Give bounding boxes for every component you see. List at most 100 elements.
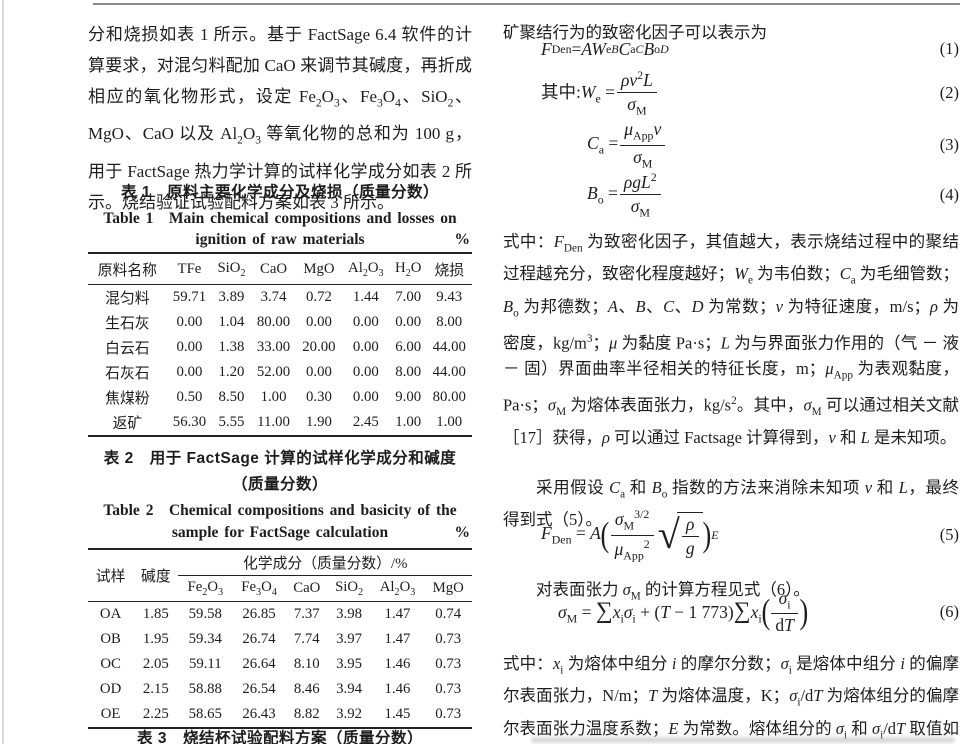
cell: 3.95 <box>336 656 363 672</box>
close-paren: ) <box>799 592 809 631</box>
cell: 0.00 <box>305 314 332 330</box>
cell: 1.90 <box>305 414 332 430</box>
radical-sign: √ <box>657 511 680 557</box>
cell: 0.00 <box>352 339 379 355</box>
cell: 52.00 <box>256 364 291 380</box>
column-header: 原料名称 <box>88 253 167 285</box>
column-header: CaO <box>250 253 297 285</box>
fraction: ρv2L σM <box>616 68 657 118</box>
cell: 9.43 <box>436 289 463 305</box>
scan-edge-line <box>2 0 4 744</box>
cell: 9.00 <box>395 389 422 405</box>
surface-tension-sentence: 对表面张力 σM 的计算方程见式（6）。 <box>536 579 810 602</box>
cell: 80.00 <box>256 314 291 330</box>
table1-unit: % <box>454 231 471 248</box>
cell: 1.00 <box>436 414 463 430</box>
symbol-definitions-paragraph: 式中：FDen 为致密化因子，其值越大，表示烧结过程中的聚结过程越充分，致密化程… <box>503 231 960 447</box>
column-header: SiO2 <box>327 575 371 602</box>
column-header: 试样 <box>88 549 134 602</box>
cell: 7.00 <box>395 289 422 305</box>
cell: 5.55 <box>218 414 245 430</box>
cell: 8.00 <box>395 364 422 380</box>
fraction: μAppv σM <box>620 119 666 171</box>
table-row: 白云石 0.00 1.38 33.00 20.00 0.00 6.00 44.0… <box>88 335 472 360</box>
table-row: 石灰石 0.00 1.20 52.00 0.00 0.00 8.00 44.00 <box>88 360 472 385</box>
cell: 2.25 <box>142 706 169 722</box>
cell: 44.00 <box>432 339 466 355</box>
cell: 0.00 <box>352 364 379 380</box>
lead-sentence: 矿聚结行为的致密化因子可以表示为 <box>503 22 767 42</box>
cell: 3.94 <box>336 681 363 697</box>
cell: 3.74 <box>260 289 287 305</box>
intro-paragraph: 分和烧损如表 1 所示。基于 FactSage 6.4 软件的计算要求，对混匀料… <box>88 25 473 212</box>
column-header: H2O <box>389 253 427 285</box>
cell: 白云石 <box>105 341 150 357</box>
cell: OA <box>99 606 122 622</box>
fraction: σM3/2 μApp2 <box>610 507 654 563</box>
cell: 0.00 <box>176 339 203 355</box>
cell: 59.71 <box>172 289 207 305</box>
cell: 80.00 <box>432 389 466 405</box>
cell: 返矿 <box>112 416 143 432</box>
cell: 1.04 <box>218 314 245 330</box>
table-1: 原料名称 TFe SiO2 CaO MgO Al2O3 H2O 烧损 混匀料 5… <box>88 252 472 437</box>
table2-caption-en-line2: sample for FactSage calculation % <box>171 524 470 541</box>
table-row: 混匀料 59.71 3.89 3.74 0.72 1.44 7.00 9.43 <box>88 285 472 311</box>
open-paren: ( <box>761 592 770 631</box>
column-header: MgO <box>296 253 342 285</box>
equation-6: σM = ∑xiσi + (T − 1 773)∑xi ( σi dT ) (6… <box>558 587 959 637</box>
column-header: 碱度 <box>133 549 179 602</box>
cell: 20.00 <box>302 339 336 355</box>
equation-number: (1) <box>939 39 959 58</box>
equation-number: (2) <box>939 83 959 102</box>
equation-number: (6) <box>939 602 959 621</box>
cell: 混匀料 <box>105 291 150 307</box>
table3-caption-zh: 表 3 烧结杯试验配料方案（质量分数） <box>137 730 423 744</box>
cell: 1.20 <box>218 364 245 380</box>
column-group-header: 化学成分（质量分数）/% <box>178 549 472 576</box>
cell: 0.50 <box>176 389 203 405</box>
fraction: σi dT <box>771 588 798 637</box>
column-header: 烧损 <box>426 253 472 285</box>
cell: OB <box>100 631 121 647</box>
cell: 0.00 <box>176 314 203 330</box>
cell: 8.10 <box>293 656 320 672</box>
cell: 3.92 <box>336 706 363 722</box>
column-header: MgO <box>424 575 472 602</box>
cell: 6.00 <box>395 339 422 355</box>
table2-caption-zh-line1: 表 2 用于 FactSage 计算的试样化学成分和碱度 <box>103 450 457 467</box>
table2-subheader-row: Fe2O3 Fe3O4 CaO SiO2 Al2O3 MgO <box>88 575 472 602</box>
column-header: Al2O3 <box>370 575 425 602</box>
cell: 焦煤粉 <box>105 391 150 407</box>
cell: 26.54 <box>242 681 276 697</box>
cell: 3.89 <box>218 289 245 305</box>
cell: 0.00 <box>352 314 379 330</box>
table1-caption-en-line2: ignition of raw materials % <box>195 231 471 248</box>
cell: 1.00 <box>260 389 287 405</box>
cell: 26.74 <box>242 631 276 647</box>
cell: 59.34 <box>188 631 222 647</box>
table-row: OE 2.25 58.65 26.43 8.82 3.92 1.45 0.73 <box>88 702 472 728</box>
cell: 3.98 <box>336 606 363 622</box>
equation-number: (3) <box>939 135 959 154</box>
table2-header-row: 试样 碱度 化学成分（质量分数）/% <box>88 549 472 602</box>
table-row: 焦煤粉 0.50 8.50 1.00 0.30 0.00 9.00 80.00 <box>88 385 472 410</box>
cell: 0.73 <box>435 631 462 647</box>
cell: 0.00 <box>352 389 379 405</box>
cell: 33.00 <box>256 339 291 355</box>
column-header: SiO2 <box>212 253 251 285</box>
equation-5: FDen = A ( σM3/2 μApp2 √ ρ g ) E <box>541 507 959 563</box>
cell: 11.00 <box>257 414 290 430</box>
table1-caption-zh: 表 1 原料主要化学成分及烧损（质量分数） <box>121 184 439 201</box>
cell: 8.50 <box>218 389 245 405</box>
cell: 26.43 <box>242 706 276 722</box>
cell: 0.74 <box>435 606 462 622</box>
cell: 0.00 <box>176 364 203 380</box>
column-header: Al2O3 <box>341 253 390 285</box>
column-header: Fe3O4 <box>232 575 286 602</box>
cell: 0.73 <box>435 681 462 697</box>
cell: 石灰石 <box>105 366 150 382</box>
column-header: CaO <box>285 575 328 602</box>
